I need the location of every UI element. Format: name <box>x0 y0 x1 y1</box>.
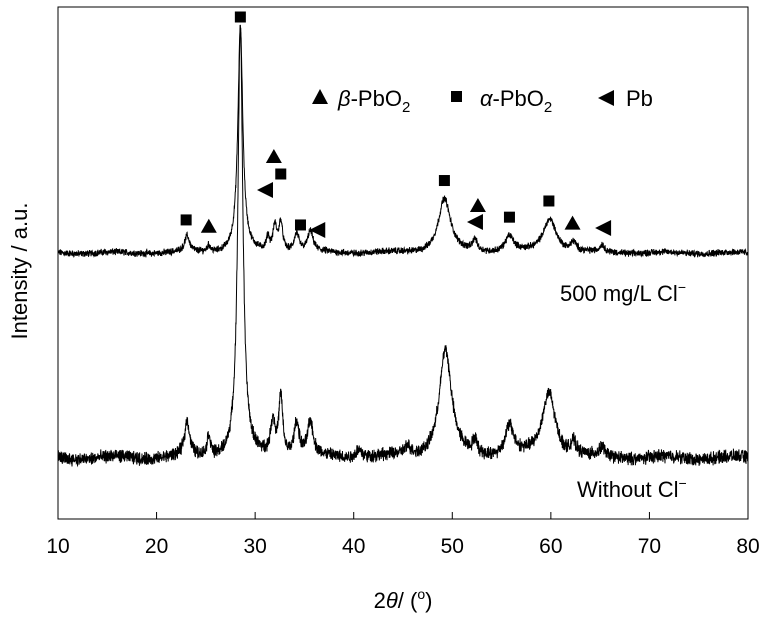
legend-sub-alpha-pbo2: 2 <box>544 99 552 116</box>
svg-text:β-PbO2: β-PbO2 <box>337 86 410 116</box>
plot-frame <box>57 6 749 520</box>
beta-pbo2-marker <box>564 215 581 230</box>
alpha-pbo2-marker <box>180 214 192 226</box>
series-label-without-cl: Without Cl− <box>577 475 687 502</box>
x-tick-label: 30 <box>243 535 266 558</box>
x-axis-tick-labels: 10 20 30 40 50 60 70 80 <box>46 535 759 558</box>
x-tick-label: 50 <box>441 535 464 558</box>
x-axis-label: 2θ/ (o) <box>374 586 433 613</box>
pb-marker <box>309 222 326 239</box>
legend-greek-beta: β <box>337 86 351 111</box>
alpha-pbo2-marker <box>438 175 450 187</box>
legend-entry-alpha-pbo2: α-PbO2 <box>451 86 552 116</box>
legend-label-beta-pbo2: -PbO <box>351 86 402 111</box>
x-tick-label: 60 <box>539 535 562 558</box>
x-tick-label: 10 <box>46 535 69 558</box>
legend: β-PbO2 α-PbO2 Pb <box>312 86 653 116</box>
legend-entry-beta-pbo2: β-PbO2 <box>312 86 410 116</box>
legend-greek-alpha: α <box>480 86 494 111</box>
series-label-without-cl-sup: − <box>678 475 686 491</box>
x-tick-label: 80 <box>736 535 759 558</box>
alpha-pbo2-marker <box>294 219 306 231</box>
alpha-pbo2-marker <box>503 211 515 223</box>
triangle-up-icon <box>312 89 328 104</box>
alpha-pbo2-marker <box>543 195 555 207</box>
x-axis-label-pre: 2 <box>374 588 386 613</box>
series-lines <box>57 24 749 468</box>
pb-marker <box>595 220 612 237</box>
x-axis-ticks <box>57 512 749 519</box>
series-label-500mg: 500 mg/L Cl− <box>560 279 686 306</box>
x-axis-label-theta: θ <box>386 588 398 613</box>
series-line <box>57 24 749 468</box>
legend-label-pb: Pb <box>626 86 653 111</box>
beta-pbo2-marker <box>469 198 486 212</box>
series-label-500mg-text: 500 mg/L Cl <box>560 281 678 306</box>
series-label-500mg-sup: − <box>678 279 686 295</box>
legend-entry-pb: Pb <box>598 86 653 111</box>
pb-marker <box>466 214 483 230</box>
x-tick-label: 20 <box>145 535 168 558</box>
triangle-left-icon <box>598 90 614 106</box>
beta-pbo2-marker <box>200 218 217 233</box>
x-tick-label: 70 <box>638 535 661 558</box>
svg-text:α-PbO2: α-PbO2 <box>480 86 552 116</box>
series-label-without-cl-text: Without Cl <box>577 477 678 502</box>
square-icon <box>451 91 462 102</box>
phase-markers <box>180 11 612 239</box>
x-axis-label-close: ) <box>425 588 432 613</box>
alpha-pbo2-marker <box>234 11 246 23</box>
legend-label-alpha-pbo2: -PbO <box>493 86 544 111</box>
x-axis-label-post: / ( <box>398 588 418 613</box>
legend-sub-beta-pbo2: 2 <box>402 99 410 116</box>
x-axis-label-deg: o <box>417 586 425 602</box>
y-axis-label: Intensity / a.u. <box>7 203 32 340</box>
series-line <box>57 25 749 258</box>
pb-marker <box>257 182 273 198</box>
alpha-pbo2-marker <box>275 168 287 180</box>
beta-pbo2-marker <box>265 149 282 163</box>
x-tick-label: 40 <box>342 535 365 558</box>
